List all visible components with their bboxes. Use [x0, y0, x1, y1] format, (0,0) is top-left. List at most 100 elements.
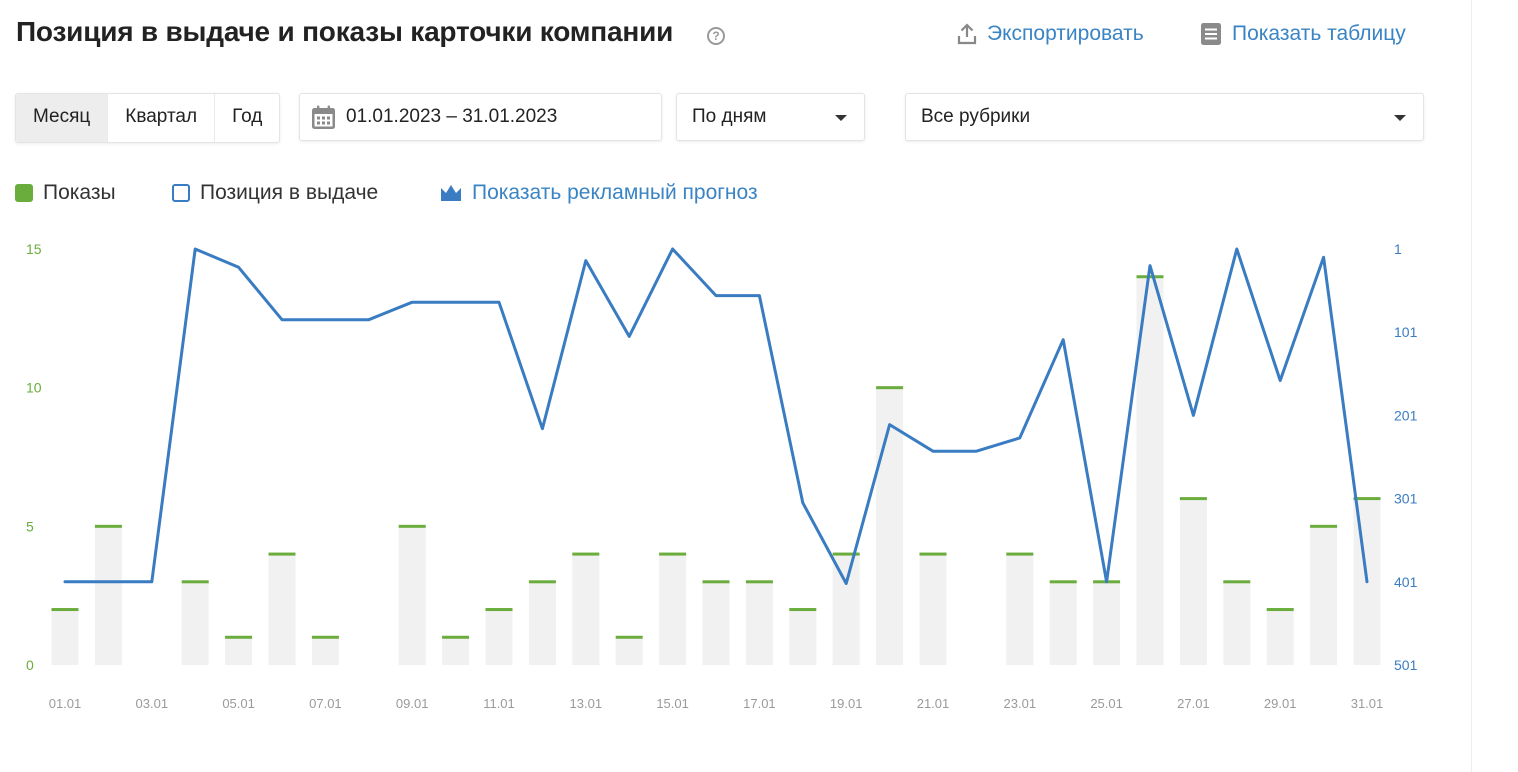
- impressions-bar: [1049, 581, 1077, 665]
- impressions-bar-cap: [919, 552, 947, 556]
- impressions-bar-cap: [1006, 552, 1034, 556]
- position-point: [541, 428, 543, 430]
- impressions-bar-cap: [94, 524, 122, 528]
- x-axis-tick-label: 01.01: [49, 696, 82, 711]
- impressions-bar: [615, 637, 643, 665]
- position-point: [1192, 414, 1194, 416]
- position-point: [889, 424, 891, 426]
- position-point: [1019, 437, 1021, 439]
- position-point: [672, 248, 674, 250]
- position-point: [845, 582, 847, 584]
- tab-quarter[interactable]: Квартал: [108, 94, 216, 142]
- x-axis-tick-label: 23.01: [1004, 696, 1037, 711]
- impressions-bar: [876, 387, 904, 665]
- show-table-label: Показать таблицу: [1232, 22, 1406, 45]
- x-axis-tick-label: 25.01: [1090, 696, 1123, 711]
- impressions-bar: [94, 526, 122, 665]
- grouping-select[interactable]: По дням: [676, 93, 865, 141]
- position-point: [1323, 256, 1325, 258]
- impressions-bar-cap: [615, 635, 643, 639]
- position-point: [1366, 581, 1368, 583]
- impressions-bar: [1223, 581, 1251, 665]
- legend-position[interactable]: Позиция в выдаче: [172, 181, 378, 205]
- x-axis-tick-label: 15.01: [656, 696, 689, 711]
- position-point: [194, 248, 196, 250]
- impressions-bar-cap: [832, 552, 860, 556]
- crown-icon: [441, 185, 461, 201]
- date-range-value: 01.01.2023 – 31.01.2023: [346, 106, 558, 127]
- tab-month[interactable]: Месяц: [16, 94, 109, 142]
- impressions-bar: [832, 554, 860, 665]
- impressions-bar-cap: [1136, 275, 1164, 279]
- show-table-button[interactable]: Показать таблицу: [1200, 22, 1406, 46]
- impressions-bar: [528, 581, 556, 665]
- impressions-bar-cap: [1179, 497, 1207, 501]
- position-point: [975, 450, 977, 452]
- legend-impressions-label: Показы: [43, 181, 116, 204]
- right-axis-tick-label: 401: [1394, 574, 1418, 590]
- position-point: [1236, 248, 1238, 250]
- impressions-bar: [702, 581, 730, 665]
- position-point: [1279, 379, 1281, 381]
- grouping-value: По дням: [692, 106, 767, 127]
- impressions-bar-cap: [442, 635, 470, 639]
- position-point: [64, 581, 66, 583]
- impressions-bar: [659, 554, 687, 665]
- x-axis-tick-label: 21.01: [917, 696, 950, 711]
- impressions-bar-cap: [485, 608, 513, 612]
- legend-position-label: Позиция в выдаче: [200, 181, 379, 204]
- impressions-bar-cap: [702, 580, 730, 584]
- page-title: Позиция в выдаче и показы карточки компа…: [16, 16, 674, 47]
- left-axis-tick-label: 5: [26, 518, 34, 534]
- impressions-bar-cap: [1223, 580, 1251, 584]
- export-button[interactable]: Экспортировать: [957, 22, 1144, 46]
- impressions-bar: [1006, 554, 1034, 665]
- x-axis-tick-label: 31.01: [1351, 696, 1384, 711]
- impressions-bar-cap: [1049, 580, 1077, 584]
- impressions-bar-cap: [1266, 608, 1294, 612]
- legend-impressions[interactable]: Показы: [15, 181, 116, 205]
- date-range-picker[interactable]: 01.01.2023 – 31.01.2023: [299, 93, 662, 141]
- chevron-down-icon: [835, 115, 847, 121]
- x-axis-tick-label: 17.01: [743, 696, 776, 711]
- position-point: [411, 301, 413, 303]
- impressions-bar: [268, 554, 296, 665]
- impressions-bar-cap: [311, 635, 339, 639]
- impressions-bar: [442, 637, 470, 665]
- position-point: [715, 295, 717, 297]
- position-point: [1106, 581, 1108, 583]
- impressions-bar-cap: [659, 552, 687, 556]
- impressions-bar-cap: [572, 552, 600, 556]
- right-axis-tick-label: 501: [1394, 657, 1418, 673]
- right-axis-tick-label: 1: [1394, 241, 1402, 257]
- forecast-link-label: Показать рекламный прогноз: [472, 181, 758, 204]
- impressions-bar-cap: [398, 524, 426, 528]
- left-axis-tick-label: 15: [26, 241, 42, 257]
- x-axis-tick-label: 05.01: [222, 696, 255, 711]
- help-icon[interactable]: ?: [707, 27, 725, 45]
- impressions-bar-cap: [876, 386, 904, 390]
- impressions-bar: [398, 526, 426, 665]
- position-point: [107, 581, 109, 583]
- forecast-link[interactable]: Показать рекламный прогноз: [440, 181, 758, 205]
- position-marker-icon: [172, 184, 190, 202]
- impressions-bar: [181, 581, 209, 665]
- position-point: [324, 319, 326, 321]
- position-point: [758, 295, 760, 297]
- impressions-bar-cap: [51, 608, 79, 612]
- impressions-bar-cap: [745, 580, 773, 584]
- rubric-select[interactable]: Все рубрики: [905, 93, 1424, 141]
- impressions-bar: [485, 609, 513, 665]
- right-axis-tick-label: 101: [1394, 324, 1418, 340]
- impressions-bar-cap: [181, 580, 209, 584]
- impressions-marker-icon: [15, 184, 33, 202]
- position-point: [932, 450, 934, 452]
- tab-year[interactable]: Год: [232, 106, 263, 127]
- panel-divider: [1471, 0, 1472, 772]
- table-icon: [1201, 23, 1221, 45]
- x-axis-tick-label: 03.01: [136, 696, 169, 711]
- position-point: [281, 319, 283, 321]
- position-point: [585, 260, 587, 262]
- impressions-bar-cap: [225, 635, 253, 639]
